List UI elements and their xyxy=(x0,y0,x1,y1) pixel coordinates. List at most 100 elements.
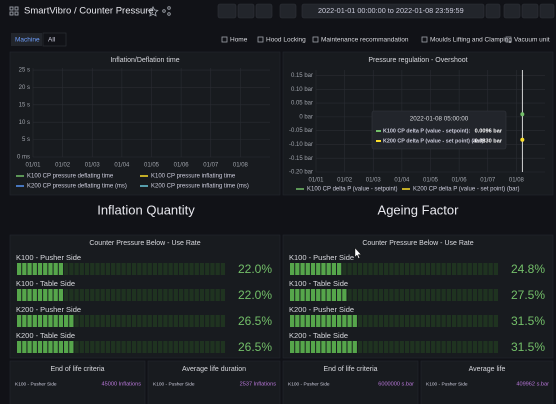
gauge-cell-bg xyxy=(100,263,105,275)
dashboard-link[interactable]: Moulds Lifting and Clamping xyxy=(430,37,512,44)
gauge-cell-bg xyxy=(194,315,199,327)
y-tick-label: 0 bar xyxy=(299,114,313,120)
dashboard-link[interactable]: Maintenance recommandation xyxy=(321,37,409,44)
tooltip-name: K200 CP delta P (value - set point) (bar… xyxy=(383,138,485,144)
gauge-cell xyxy=(300,315,305,327)
refresh[interactable] xyxy=(521,3,539,19)
time-picker[interactable] xyxy=(301,3,485,19)
gauge-cell-bg xyxy=(488,341,493,353)
gauge-cell-bg xyxy=(457,263,462,275)
tooltip-swatch xyxy=(376,140,381,142)
gauge-cell xyxy=(310,315,316,327)
gauge-cell-bg xyxy=(410,263,415,275)
legend-label[interactable]: K200 CP pressure deflating time (ms) xyxy=(27,184,127,190)
gauge-cell-bg xyxy=(105,341,111,353)
gauge-cell xyxy=(300,289,305,301)
gauge-cell-bg xyxy=(472,263,478,275)
apps-icon[interactable] xyxy=(9,6,19,16)
gauge-cell-bg xyxy=(462,289,467,301)
gauge-cell xyxy=(27,263,32,275)
gauge-cell-bg xyxy=(64,263,69,275)
tooltip-swatch xyxy=(376,130,381,132)
tv-mode-button[interactable] xyxy=(279,3,297,19)
gauge-cell-bg xyxy=(478,289,483,301)
add-panel-button[interactable] xyxy=(217,3,237,19)
gauge-cell-bg xyxy=(410,341,415,353)
panel-title: Counter Pressure Below - Use Rate xyxy=(362,240,473,247)
breadcrumb[interactable]: SmartVibro / Counter Pressure xyxy=(24,6,154,17)
gauge-cell-bg xyxy=(199,341,205,353)
gauge-cell-bg xyxy=(152,263,158,275)
gauge-cell-bg xyxy=(368,289,373,301)
gauge-cell xyxy=(316,341,321,353)
gauge-cell-bg xyxy=(399,289,404,301)
gauge-cell-bg xyxy=(131,263,137,275)
time-forward[interactable] xyxy=(485,3,501,19)
gauge-cell-bg xyxy=(105,263,111,275)
stat-value: 6000000 s.bar xyxy=(378,381,414,387)
stat-value: 45000 Inflations xyxy=(102,381,142,387)
gauge-cell xyxy=(17,263,22,275)
dashboard-link[interactable]: Hood Locking xyxy=(266,37,306,44)
legend-label[interactable]: K100 CP delta P (value - setpoint) xyxy=(307,187,398,193)
gauge-cell-bg xyxy=(147,315,152,327)
gauge-cell-bg xyxy=(493,263,498,275)
legend-label[interactable]: K200 CP delta P (value - set point) (bar… xyxy=(413,187,520,193)
gauge-cell-bg xyxy=(425,315,431,327)
gauge-cell-bg xyxy=(105,289,111,301)
gauge-cell-bg xyxy=(436,289,441,301)
gauge-cell-bg xyxy=(74,263,79,275)
gauge-cell-bg xyxy=(394,315,399,327)
gauge-cell xyxy=(331,263,337,275)
gauge-cell xyxy=(22,263,27,275)
legend-label[interactable]: K100 CP pressure deflating time xyxy=(27,174,114,180)
settings-button[interactable] xyxy=(255,3,273,19)
gauge-cell xyxy=(295,341,300,353)
gauge-cell-bg xyxy=(431,341,436,353)
legend-label[interactable]: K200 CP pressure inflating time (ms) xyxy=(151,184,249,190)
x-tick-label: 01/08 xyxy=(509,178,525,184)
gauge-cell-bg xyxy=(446,315,451,327)
gauge-cell xyxy=(295,315,300,327)
gauge-cell-bg xyxy=(478,315,483,327)
gauge-cell-bg xyxy=(116,315,121,327)
dashboard-link[interactable]: Vacuum unit xyxy=(514,37,550,44)
x-tick-label: 01/03 xyxy=(85,163,101,169)
gauge-cell-bg xyxy=(357,341,363,353)
gauge-cell-bg xyxy=(357,289,363,301)
stat-value: 409962 s.bar xyxy=(516,381,549,387)
variable-value[interactable]: All xyxy=(48,37,56,44)
zoom-out[interactable] xyxy=(503,3,521,19)
gauge-cell-bg xyxy=(121,315,126,327)
gauge-cell-bg xyxy=(74,341,79,353)
gauge-cell-bg xyxy=(178,263,184,275)
variable-select[interactable] xyxy=(42,32,67,47)
gauge-cell xyxy=(53,341,58,353)
gauge-cell xyxy=(337,289,342,301)
dashboard-link[interactable]: Home xyxy=(230,37,248,44)
gauge-cell-bg xyxy=(163,341,168,353)
panel xyxy=(420,360,554,404)
y-tick-label: -0.20 bar xyxy=(289,170,313,176)
gauge-cell-bg xyxy=(451,315,457,327)
save-button[interactable] xyxy=(237,3,255,19)
share-icon[interactable] xyxy=(162,6,171,16)
gauge-cell-bg xyxy=(441,289,446,301)
gauge-cell-bg xyxy=(352,289,357,301)
y-tick-label: 20 s xyxy=(19,85,30,91)
gauge-cell-bg xyxy=(131,341,137,353)
mouse-cursor xyxy=(354,247,362,259)
gauge-cell xyxy=(22,315,27,327)
gauge-cell-bg xyxy=(90,263,95,275)
gauge-cell-bg xyxy=(483,289,488,301)
link-icon xyxy=(505,36,512,43)
gauge-cell-bg xyxy=(126,289,131,301)
legend-label[interactable]: K100 CP pressure inflating time xyxy=(151,174,236,180)
time-range[interactable]: 2022-01-01 00:00:00 to 2022-01-08 23:59:… xyxy=(318,6,464,15)
panel-title: End of life criteria xyxy=(323,366,377,373)
gauge-cell-bg xyxy=(84,315,90,327)
refresh-interval[interactable] xyxy=(539,3,555,19)
gauge-cell-bg xyxy=(472,289,478,301)
gauge-cell-bg xyxy=(194,289,199,301)
star-icon[interactable] xyxy=(147,5,159,17)
